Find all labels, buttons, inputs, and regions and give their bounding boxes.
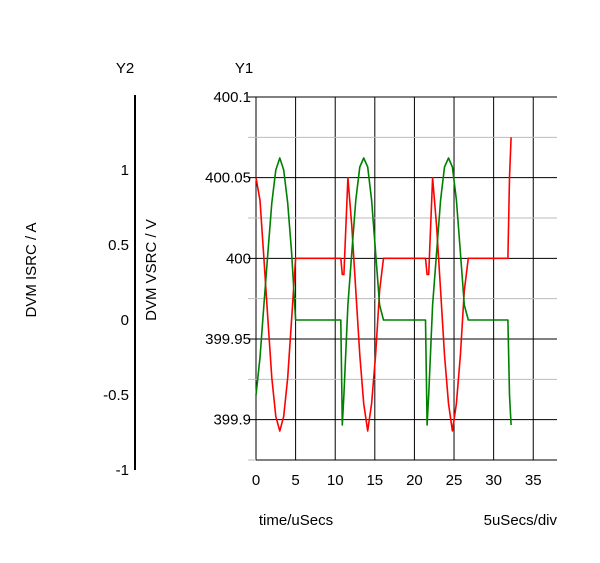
- y1-tick-label-4: 400.1: [213, 89, 251, 106]
- y2-title: Y2: [116, 60, 134, 77]
- y1-axis-label: DVM VSRC / V: [143, 219, 160, 321]
- y1-tick-label-2: 400: [226, 250, 251, 267]
- y1-tick-label-1: 399.95: [205, 331, 251, 348]
- series-line-1: [255, 157, 512, 426]
- x-tick-label-1: 5: [291, 472, 299, 489]
- y1-tick-label-0: 399.9: [213, 412, 251, 429]
- x-axis-label: time/uSecs: [259, 512, 333, 529]
- y2-tick-label-4: 1: [121, 162, 129, 179]
- y1-title: Y1: [235, 60, 253, 77]
- series-line-0: [255, 137, 512, 432]
- y1-tick-labels: 399.9 399.95 400 400.05 400.1: [205, 89, 251, 429]
- y2-tick-label-1: -0.5: [103, 387, 129, 404]
- y2-axis-label: DVM ISRC / A: [23, 222, 40, 317]
- x-tick-label-0: 0: [252, 472, 260, 489]
- x-tick-label-6: 30: [485, 472, 502, 489]
- x-tick-label-7: 35: [525, 472, 542, 489]
- y2-tick-label-2: 0: [121, 312, 129, 329]
- y2-tick-labels: -1 -0.5 0 0.5 1: [103, 162, 129, 479]
- x-tick-label-4: 20: [406, 472, 423, 489]
- y2-tick-label-0: -1: [116, 462, 129, 479]
- x-tick-label-2: 10: [327, 472, 344, 489]
- x-tick-labels: 0 5 10 15 20 25 30 35: [252, 472, 542, 489]
- series-group: [255, 137, 512, 432]
- x-tick-label-5: 25: [446, 472, 463, 489]
- y1-tick-label-3: 400.05: [205, 170, 251, 187]
- x-scale-note: 5uSecs/div: [484, 512, 558, 529]
- x-tick-label-3: 15: [366, 472, 383, 489]
- y2-tick-label-3: 0.5: [108, 237, 129, 254]
